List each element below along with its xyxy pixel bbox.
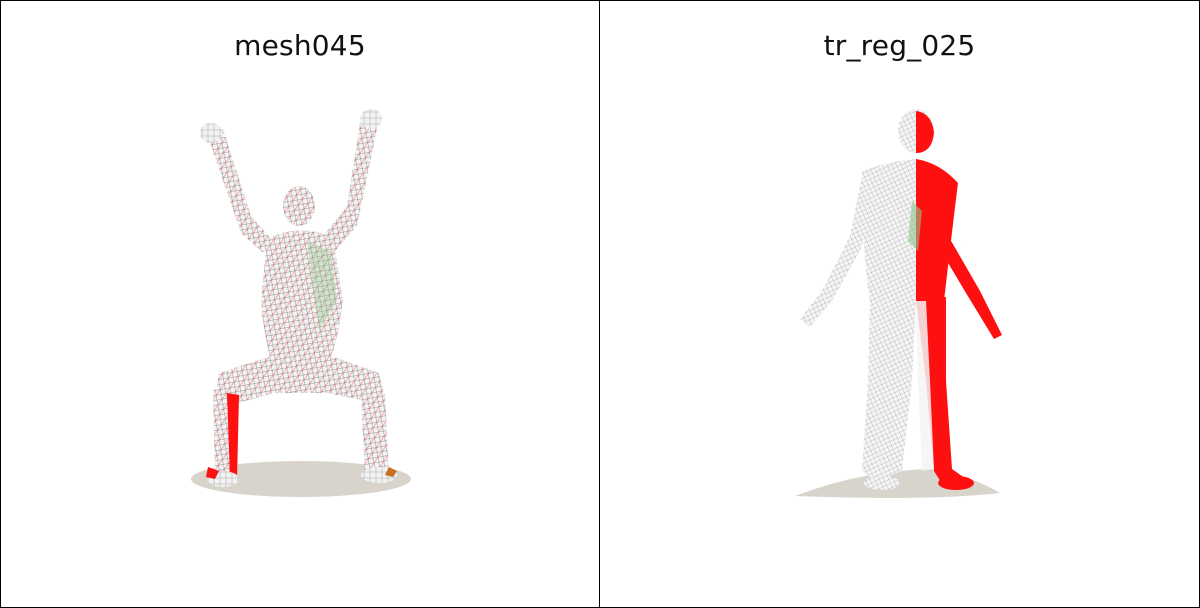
- left-mesh-render: [191, 109, 411, 497]
- figure-tr-reg-025: [800, 109, 1002, 490]
- figure-mesh045: [200, 109, 397, 487]
- left-panel-title: mesh045: [234, 29, 366, 62]
- ground-shadow: [191, 461, 411, 497]
- left-viewport[interactable]: mesh045: [0, 0, 600, 608]
- right-panel-title: tr_reg_025: [823, 29, 976, 62]
- right-viewport[interactable]: tr_reg_025: [599, 0, 1200, 608]
- right-mesh-render: [795, 109, 1002, 498]
